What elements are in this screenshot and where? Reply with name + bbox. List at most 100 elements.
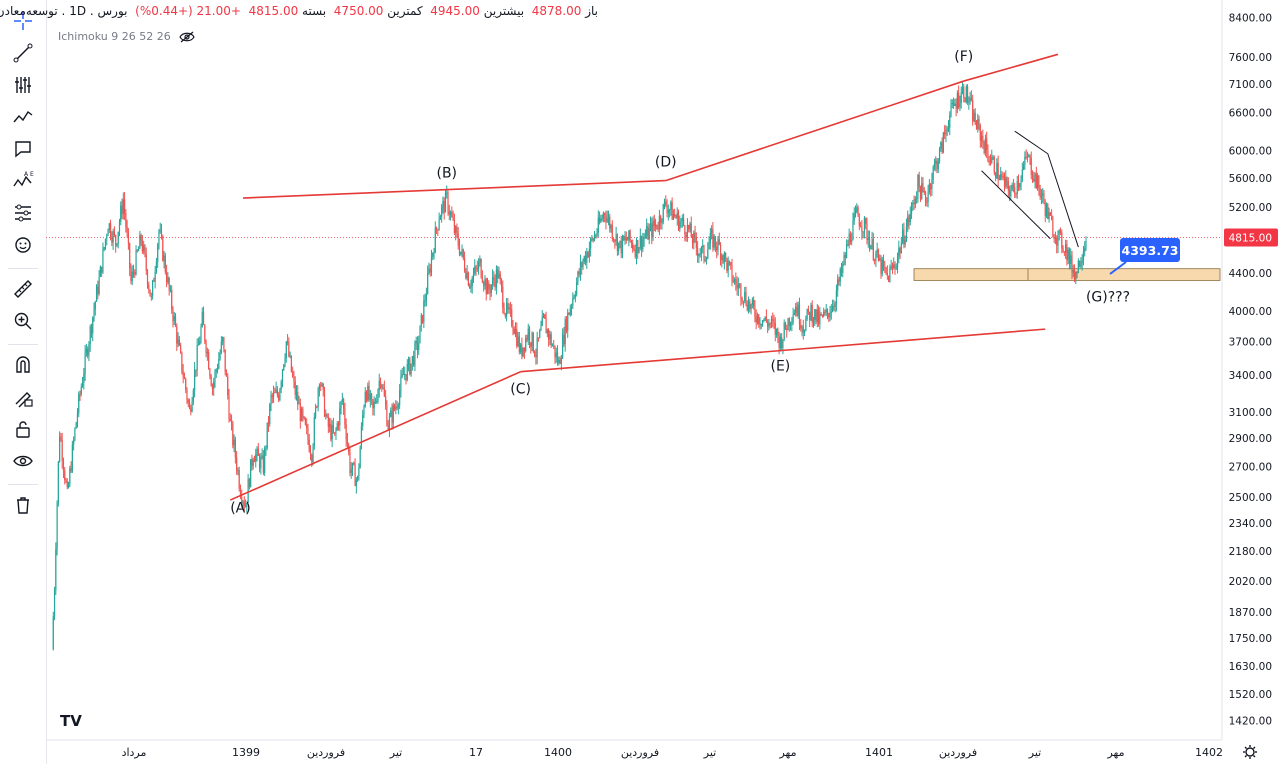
candle-body (102, 249, 104, 273)
unlock-icon[interactable] (8, 416, 38, 442)
candle-body (853, 213, 855, 221)
candle-body (718, 239, 720, 245)
candle-body (286, 341, 289, 343)
candle-body (1077, 260, 1079, 273)
candle-body (387, 425, 389, 430)
timeframe[interactable]: 1D (69, 4, 87, 18)
callout-icon[interactable] (8, 136, 38, 162)
candle-body (146, 270, 149, 285)
indicators-icon[interactable] (8, 200, 38, 226)
candle-body (1084, 248, 1086, 252)
candle-body (150, 296, 152, 298)
candle-body (467, 272, 470, 286)
symbol-name[interactable]: توسعه‌معادن‌وفلزات (0, 4, 58, 18)
candle-body (559, 359, 561, 364)
zoom-in-icon[interactable] (8, 308, 38, 334)
magnet-icon[interactable] (8, 352, 38, 378)
indicator-label[interactable]: Ichimoku 9 26 52 26 (58, 30, 171, 43)
candle-body (1006, 177, 1008, 182)
candle-body (359, 447, 361, 469)
candle-body (1061, 232, 1063, 249)
candle-body (974, 112, 976, 125)
candle-body (141, 240, 144, 252)
settings-gear-icon[interactable] (1243, 745, 1257, 759)
ruler-icon[interactable] (8, 276, 38, 302)
candle-body (134, 272, 136, 275)
x-tick-label: 17 (469, 746, 483, 759)
candle-body (223, 337, 225, 350)
price-chart[interactable]: 8400.00 7600.00 7100.00 6600.00 6000.00 5600.… (46, 0, 1280, 764)
eye-icon[interactable] (8, 448, 38, 474)
candle-body (280, 381, 282, 390)
candle-body (863, 217, 866, 232)
fib-retracement-icon[interactable] (8, 72, 38, 98)
candle-body (61, 440, 63, 462)
candle-body (699, 253, 701, 255)
candle-body (787, 318, 789, 331)
candle-body (626, 239, 629, 241)
current-price-tag (1224, 228, 1278, 247)
candle-body (1056, 238, 1058, 246)
lock-drawing-icon[interactable] (8, 384, 38, 410)
candle-body (339, 407, 341, 426)
candle-body (528, 328, 531, 343)
candle-body (299, 403, 301, 421)
candle-body (896, 256, 899, 268)
candle-body (797, 304, 799, 316)
candle-body (405, 374, 407, 380)
candle-body (823, 311, 825, 317)
candle-body (534, 351, 536, 356)
candle-body (316, 406, 318, 408)
trend-line-icon[interactable] (8, 40, 38, 66)
candle-body (919, 186, 922, 200)
candle-body (795, 307, 797, 313)
candle-body (290, 355, 292, 372)
candle-body (228, 395, 230, 420)
pattern-icon[interactable] (8, 104, 38, 130)
candle-body (1040, 195, 1043, 198)
candle-body (610, 225, 612, 229)
hide-eye-icon[interactable] (179, 31, 195, 43)
candle-body (875, 253, 877, 261)
candle-body (675, 216, 677, 219)
candle-body (969, 97, 971, 102)
crosshair-icon[interactable] (8, 8, 38, 34)
candle-body (355, 479, 357, 487)
candle-body (670, 202, 672, 210)
emoji-icon[interactable] (8, 232, 38, 258)
x-tick-label: فروردین (621, 746, 659, 759)
elliott-wave-icon[interactable]: A E (8, 168, 38, 194)
candle-body (679, 221, 681, 230)
candle-body (926, 201, 928, 203)
candle-body (858, 216, 860, 226)
candle-body (615, 234, 617, 242)
candle-body (479, 259, 481, 263)
trash-icon[interactable] (8, 492, 38, 518)
candle-body (672, 214, 675, 220)
candle-body (912, 202, 914, 204)
candle-body (162, 236, 164, 261)
candle-body (107, 229, 109, 236)
candle-body (933, 163, 936, 167)
candle-body (624, 237, 626, 241)
candle-body (705, 258, 708, 260)
candle-body (182, 371, 184, 377)
candle-body (367, 386, 369, 401)
candle-body (774, 322, 776, 335)
candle-body (502, 286, 504, 308)
candle-body (163, 255, 165, 261)
candle-body (876, 249, 878, 254)
candle-body (1020, 179, 1022, 184)
candle-body (1044, 202, 1046, 216)
candle-body (525, 337, 527, 351)
candle-body (274, 392, 276, 394)
candle-body (894, 264, 896, 268)
candle-body (975, 124, 978, 129)
candle-body (800, 324, 802, 329)
candle-body (219, 352, 221, 359)
candle-body (242, 501, 244, 503)
candle-body (625, 237, 627, 241)
y-tick-label: 1750.00 (1229, 633, 1272, 645)
candle-body (530, 342, 532, 347)
candle-body (435, 227, 438, 230)
